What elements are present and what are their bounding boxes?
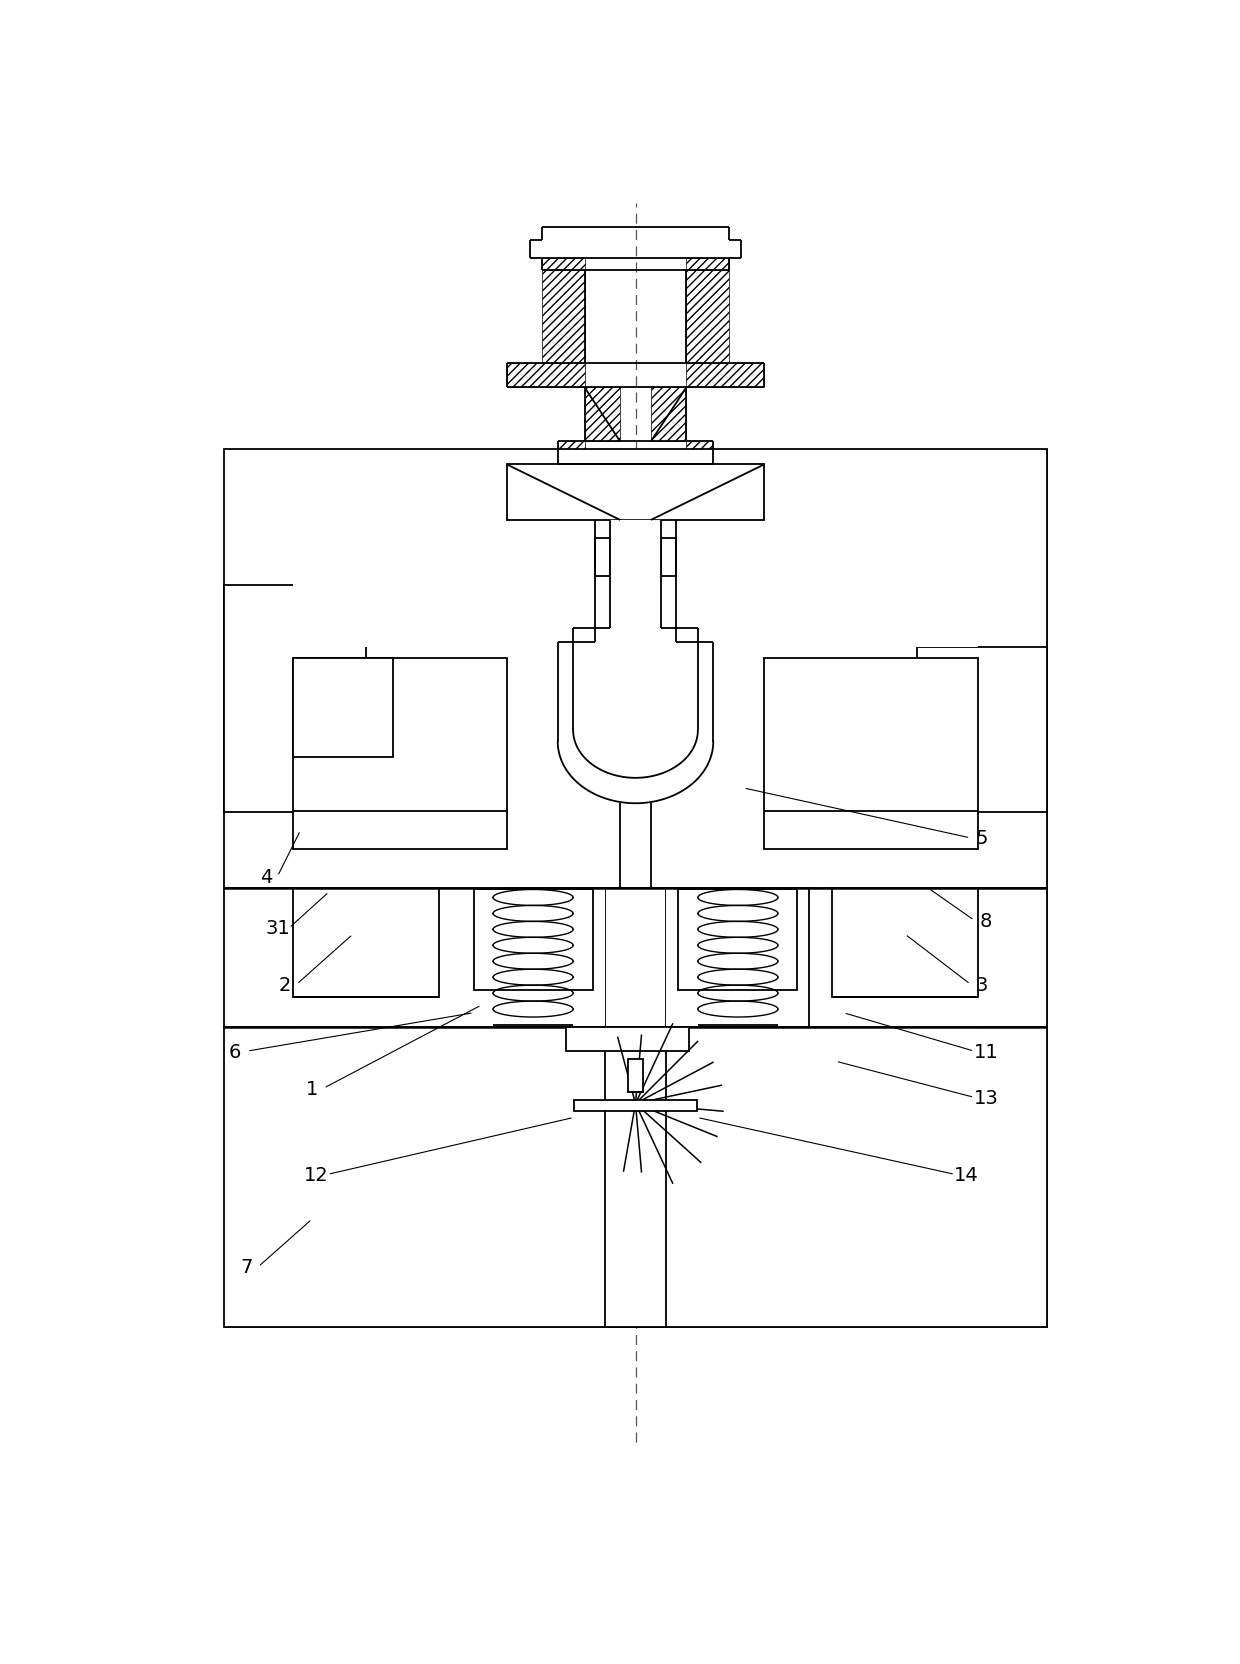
Bar (764, 659, 978, 850)
Polygon shape (605, 889, 666, 1027)
Polygon shape (978, 449, 1048, 889)
Text: 31: 31 (265, 919, 290, 938)
Bar (293, 659, 393, 757)
Text: 8: 8 (980, 912, 992, 930)
Polygon shape (507, 364, 585, 388)
Text: 11: 11 (973, 1042, 998, 1062)
Bar (223, 889, 1048, 1027)
Bar (595, 537, 610, 577)
Text: 13: 13 (973, 1088, 998, 1107)
Polygon shape (573, 521, 698, 779)
Text: 5: 5 (976, 829, 988, 849)
Text: 1: 1 (306, 1078, 319, 1098)
Bar (223, 449, 1048, 889)
Polygon shape (558, 629, 573, 742)
Bar (605, 1027, 666, 1328)
Polygon shape (595, 537, 610, 577)
Polygon shape (686, 260, 729, 271)
Polygon shape (585, 388, 620, 443)
Text: 7: 7 (241, 1258, 253, 1276)
Bar (223, 1027, 1048, 1328)
Text: 4: 4 (259, 867, 272, 887)
Text: 2: 2 (279, 975, 291, 993)
Bar (916, 647, 1048, 814)
Polygon shape (666, 889, 808, 1027)
Polygon shape (605, 1027, 666, 1328)
Polygon shape (832, 889, 978, 1027)
Polygon shape (507, 466, 620, 521)
Polygon shape (293, 814, 507, 889)
Polygon shape (686, 364, 764, 388)
Polygon shape (293, 889, 439, 1027)
Polygon shape (463, 889, 605, 1027)
Polygon shape (558, 443, 585, 466)
Polygon shape (686, 271, 729, 364)
Bar (223, 586, 366, 814)
Bar (293, 659, 507, 850)
Polygon shape (661, 537, 676, 577)
Bar (678, 890, 797, 990)
Polygon shape (764, 466, 978, 647)
Text: 3: 3 (976, 975, 988, 993)
Bar (832, 889, 978, 998)
Polygon shape (567, 1027, 689, 1052)
Polygon shape (764, 466, 978, 889)
Text: 14: 14 (955, 1165, 978, 1185)
Polygon shape (293, 466, 507, 647)
Polygon shape (542, 260, 585, 271)
Polygon shape (764, 814, 978, 889)
Bar (627, 1060, 644, 1092)
Bar (661, 537, 676, 577)
Polygon shape (666, 889, 808, 1027)
Polygon shape (293, 466, 507, 889)
Polygon shape (698, 629, 713, 742)
Bar (507, 466, 764, 521)
Bar (605, 889, 666, 1027)
Polygon shape (651, 388, 686, 443)
Polygon shape (651, 466, 764, 521)
Bar (474, 890, 593, 990)
Text: 12: 12 (304, 1165, 329, 1185)
Bar (293, 889, 439, 998)
Text: 6: 6 (229, 1042, 242, 1062)
Bar (567, 1027, 689, 1052)
Bar (574, 1102, 697, 1112)
Polygon shape (542, 271, 585, 364)
Polygon shape (223, 1027, 1048, 1328)
Polygon shape (223, 449, 293, 889)
Polygon shape (223, 586, 293, 814)
Polygon shape (620, 804, 651, 889)
Polygon shape (686, 443, 713, 466)
Polygon shape (978, 647, 1048, 814)
Polygon shape (223, 889, 1048, 1027)
